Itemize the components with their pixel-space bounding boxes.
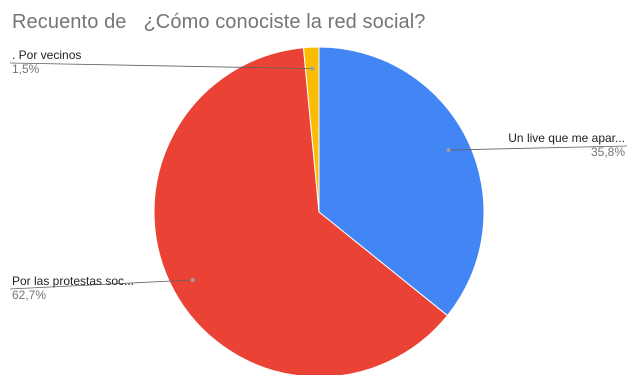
pie-slice [318,46,485,317]
pie-slice [302,46,320,213]
callout-line [9,279,193,290]
callout-dot [190,277,195,282]
callout-dot [446,148,451,153]
slices-layer [153,46,485,375]
slice-value-label: 35,8% [591,145,625,159]
slice-value-label: 1,5% [12,62,40,76]
callouts-layer: Un live que me apar...35,8% Por las prote… [9,48,628,302]
slice-label: Por las protestas soc... [12,274,134,288]
slice-label: . Por vecinos [12,48,81,62]
slice-label: Un live que me apar... [508,131,625,145]
chart-title: Recuento de ¿Cómo conociste la red socia… [12,11,426,33]
callout-dot [310,66,315,71]
pie-slice [153,47,449,375]
callout-line [448,145,628,151]
slice-value-label: 62,7% [12,288,46,302]
callout-line [9,62,313,70]
